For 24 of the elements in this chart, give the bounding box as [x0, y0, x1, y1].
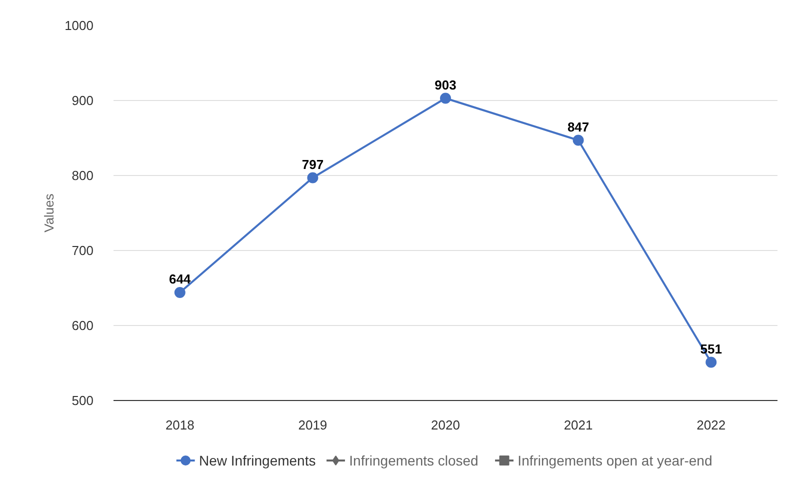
x-tick-label: 2018 — [165, 418, 194, 432]
legend-label: Infringements closed — [349, 452, 478, 468]
x-tick-label: 2021 — [564, 418, 593, 432]
data-label: 903 — [434, 77, 456, 92]
y-tick-label: 700 — [72, 243, 94, 258]
data-label: 847 — [567, 119, 590, 134]
y-tick-label: 800 — [72, 168, 94, 183]
legend-label: New Infringements — [199, 452, 316, 468]
point — [174, 287, 186, 298]
data-label: 797 — [302, 156, 324, 172]
y-tick-label: 500 — [72, 393, 94, 408]
point — [440, 92, 451, 104]
x-tick-label: 2020 — [431, 418, 460, 432]
x-tick-label: 2019 — [298, 418, 328, 432]
x-tick-label: 2022 — [696, 418, 726, 432]
y-tick-label: 1000 — [64, 18, 94, 33]
legend-label: Infringements open at year-end — [518, 452, 712, 468]
y-axis-title: Values — [42, 193, 57, 232]
point — [572, 134, 584, 146]
point — [307, 172, 318, 184]
y-tick-label: 900 — [72, 93, 94, 108]
data-label: 644 — [169, 272, 192, 286]
y-tick-label: 600 — [72, 318, 94, 333]
point — [706, 356, 717, 368]
